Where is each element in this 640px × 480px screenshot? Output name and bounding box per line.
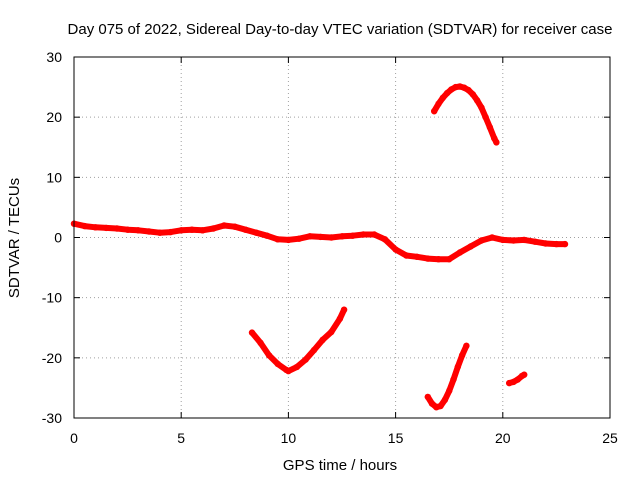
data-point xyxy=(454,363,461,371)
data-point xyxy=(450,376,457,383)
x-tick-label: 5 xyxy=(177,430,185,446)
data-point xyxy=(510,237,517,244)
data-point xyxy=(531,238,539,245)
data-point xyxy=(156,229,163,236)
y-tick-label: -10 xyxy=(42,290,62,306)
data-point xyxy=(435,100,442,108)
data-point xyxy=(486,124,494,131)
data-point xyxy=(439,94,446,102)
x-axis-label: GPS time / hours xyxy=(283,457,397,474)
data-point xyxy=(210,225,217,232)
data-point xyxy=(467,243,474,250)
data-point xyxy=(231,223,238,230)
x-tick-label: 25 xyxy=(602,430,618,446)
series-layer xyxy=(70,83,569,411)
data-point xyxy=(285,367,292,375)
data-point xyxy=(553,240,560,248)
data-point xyxy=(431,108,438,115)
data-point xyxy=(392,246,399,253)
data-point xyxy=(458,352,466,359)
data-point xyxy=(371,231,378,238)
data-point xyxy=(124,226,131,233)
data-point xyxy=(469,91,476,98)
data-point xyxy=(521,371,528,378)
data-point xyxy=(285,236,292,244)
data-point xyxy=(443,89,451,97)
x-tick-label: 0 xyxy=(70,430,78,446)
data-point xyxy=(188,226,196,233)
data-point xyxy=(488,234,496,241)
data-point xyxy=(340,306,348,313)
data-point xyxy=(248,329,256,336)
data-point xyxy=(428,400,436,407)
data-point xyxy=(167,228,174,236)
data-point xyxy=(257,339,264,346)
data-point xyxy=(441,396,449,404)
data-point xyxy=(561,240,569,248)
data-point xyxy=(113,225,121,232)
data-point xyxy=(446,387,453,395)
data-point xyxy=(463,342,470,349)
data-point xyxy=(424,255,431,262)
data-point xyxy=(319,336,326,343)
data-point xyxy=(81,222,88,230)
data-point xyxy=(265,352,273,359)
data-point xyxy=(253,229,260,236)
data-point xyxy=(435,256,442,263)
data-point xyxy=(310,346,318,354)
data-point xyxy=(302,356,309,363)
y-tick-label: 20 xyxy=(46,109,62,125)
data-point xyxy=(465,86,472,94)
y-tick-label: -20 xyxy=(42,350,62,366)
y-tick-label: 30 xyxy=(46,49,62,65)
data-point xyxy=(242,226,249,233)
data-point xyxy=(220,222,228,229)
data-point xyxy=(306,233,313,240)
data-point xyxy=(274,360,281,368)
y-tick-label: 10 xyxy=(46,169,62,185)
data-point xyxy=(178,227,185,234)
data-point xyxy=(437,402,444,410)
data-point xyxy=(446,256,453,263)
data-point xyxy=(542,240,549,247)
data-point xyxy=(274,236,281,243)
data-point xyxy=(360,231,367,238)
data-point xyxy=(413,253,421,260)
x-tick-label: 10 xyxy=(281,430,297,446)
x-tick-label: 15 xyxy=(388,430,404,446)
data-point xyxy=(92,224,99,231)
ticks: 0 5 10 15 20 25 -30 -20 -10 0 10 20 30 xyxy=(42,49,618,446)
chart-title: Day 075 of 2022, Sidereal Day-to-day VTE… xyxy=(68,21,613,38)
data-point xyxy=(482,114,489,121)
data-point xyxy=(403,252,410,259)
x-tick-label: 20 xyxy=(495,430,511,446)
data-point xyxy=(493,139,500,146)
data-point xyxy=(103,224,110,232)
data-point xyxy=(424,393,431,401)
data-point xyxy=(349,232,356,239)
data-point xyxy=(473,97,481,104)
y-tick-label: 0 xyxy=(54,230,62,246)
data-point xyxy=(199,227,206,234)
data-point xyxy=(499,236,506,244)
data-point xyxy=(317,233,324,241)
y-tick-label: -30 xyxy=(42,410,62,426)
data-point xyxy=(514,376,521,383)
data-point xyxy=(328,234,335,241)
data-point xyxy=(145,228,153,235)
data-point xyxy=(381,236,389,243)
data-point xyxy=(456,249,464,256)
data-point xyxy=(336,315,344,322)
data-point xyxy=(135,227,142,234)
data-point xyxy=(478,104,485,111)
data-point xyxy=(521,236,528,244)
y-axis-label: SDTVAR / TECUs xyxy=(6,178,23,298)
data-point xyxy=(293,363,301,371)
data-point xyxy=(478,237,485,244)
data-point xyxy=(338,233,346,240)
data-point xyxy=(328,328,335,336)
data-point xyxy=(295,235,303,242)
data-point xyxy=(263,232,271,239)
